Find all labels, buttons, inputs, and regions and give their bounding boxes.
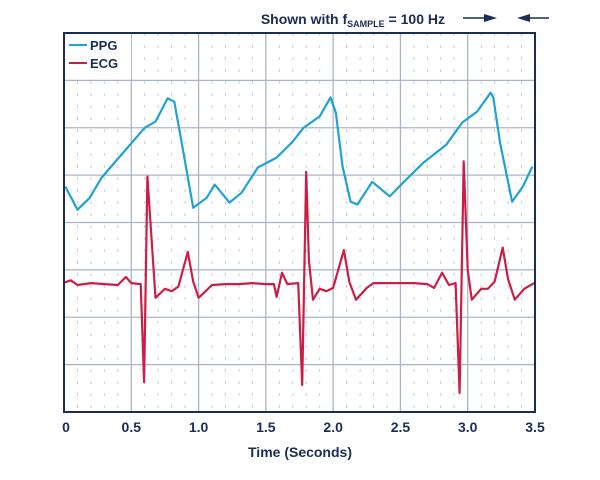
legend-label-ecg: ECG — [90, 56, 118, 71]
x-tick-label: 2.0 — [323, 419, 343, 435]
x-tick-label: 3.5 — [525, 419, 545, 435]
x-tick-label: 1.0 — [189, 419, 209, 435]
x-tick-label: 0 — [62, 419, 70, 435]
legend-box — [65, 34, 131, 79]
arrow-right-icon — [463, 14, 497, 22]
x-tick-label: 1.5 — [256, 419, 276, 435]
series-line-ecg — [63, 160, 536, 395]
legend: PPG ECG — [69, 38, 118, 71]
arrow-left-icon — [517, 14, 549, 22]
grid — [64, 33, 535, 412]
annotation-text: Shown with fSAMPLE = 100 Hz — [261, 11, 445, 29]
series-layer — [63, 91, 536, 395]
x-tick-label: 2.5 — [391, 419, 411, 435]
x-axis-label: Time (Seconds) — [248, 444, 352, 460]
sample-rate-annotation: Shown with fSAMPLE = 100 Hz — [261, 11, 549, 29]
legend-label-ppg: PPG — [90, 38, 117, 53]
x-tick-labels: 0 0.5 1.0 1.5 2.0 2.5 3.0 3.5 — [62, 419, 545, 435]
x-tick-label: 3.0 — [458, 419, 478, 435]
plot-frame — [63, 32, 536, 413]
series-line-ppg — [64, 91, 534, 211]
x-tick-label: 0.5 — [122, 419, 142, 435]
